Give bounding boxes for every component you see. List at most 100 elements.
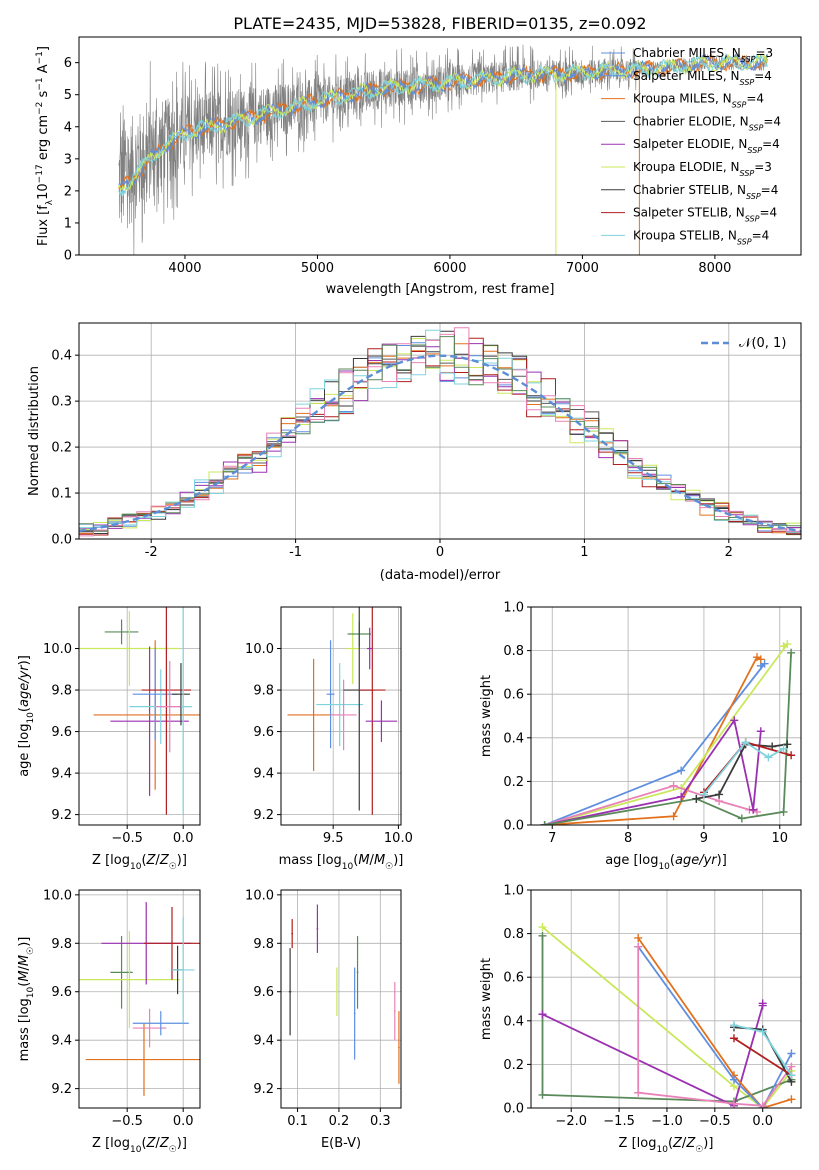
series-marker — [787, 751, 796, 760]
plot-area — [288, 904, 400, 1084]
legend-entry: Chabrier MILES, NSSP=3 — [633, 46, 773, 64]
y-tick-label: 3 — [64, 152, 72, 167]
y-tick-label: 9.2 — [253, 1082, 274, 1097]
axes-frame — [280, 889, 402, 1109]
x-tick-label: 10.0 — [384, 831, 413, 846]
x-tick-label: -1 — [289, 545, 302, 560]
y-tick-label: 0.2 — [503, 1058, 524, 1073]
legend-entry: 𝒩(0, 1) — [739, 336, 786, 351]
x-tick-label: 0.0 — [173, 1114, 194, 1129]
y-tick-label: 0.6 — [503, 971, 524, 986]
x-tick-label: 1 — [580, 545, 588, 560]
y-axis-label: mass [log10(M/M☉)] — [17, 937, 36, 1062]
series-marker — [787, 648, 796, 657]
series-marker — [779, 642, 788, 651]
series-marker — [779, 744, 788, 753]
y-axis-label: Flux [fλ10−17 erg cm−2 s−1 A−1] — [35, 46, 55, 246]
legend-entry: Salpeter MILES, NSSP=4 — [633, 69, 772, 87]
y-tick-label: 1.0 — [503, 601, 524, 616]
y-tick-label: 4 — [64, 120, 72, 135]
series-marker — [758, 1027, 767, 1036]
y-tick-label: 0.2 — [503, 775, 524, 790]
series-marker — [787, 1049, 796, 1058]
series-marker — [540, 821, 549, 825]
y-tick-label: 0.4 — [503, 731, 524, 746]
series-marker — [787, 1062, 796, 1071]
x-tick-label: 0.1 — [287, 1114, 308, 1129]
x-axis-label: mass [log10(M/M☉)] — [279, 853, 404, 872]
series-line-4 — [637, 946, 793, 1108]
x-tick-label: −1.5 — [603, 1114, 635, 1129]
y-tick-label: 9.8 — [51, 937, 72, 952]
series-marker — [729, 1021, 738, 1030]
y-tick-label: 9.4 — [253, 1034, 274, 1049]
x-tick-label: 4000 — [168, 261, 201, 276]
series-line-1 — [544, 655, 762, 825]
x-tick-label: 0.0 — [752, 1114, 773, 1129]
y-tick-label: 0.3 — [51, 395, 72, 410]
figure-title: PLATE=2435, MJD=53828, FIBERID=0135, z=0… — [233, 14, 646, 33]
y-tick-label: 10.0 — [43, 642, 72, 657]
legend-entry: Chabrier ELODIE, NSSP=4 — [633, 114, 781, 131]
spectrum-panel: 4000 5000 6000 7000 8000 0 1 2 3 4 5 6 Chabrier MILE… — [35, 36, 802, 297]
y-tick-label: 0.0 — [51, 533, 72, 548]
y-tick-label: 9.2 — [51, 1082, 72, 1097]
axes-frame — [280, 606, 402, 826]
series-marker — [634, 933, 643, 942]
axes-frame — [78, 889, 201, 1109]
series-marker — [787, 1095, 796, 1104]
x-axis-label: age [log10(age/yr)] — [605, 853, 727, 872]
series-line-8 — [703, 740, 785, 796]
x-axis-label: Z [log10(Z/Z☉)] — [92, 853, 187, 872]
y-tick-label: 0.4 — [503, 1014, 524, 1029]
series-marker — [634, 942, 643, 951]
x-axis-label: Z [log10(Z/Z☉)] — [92, 1136, 187, 1155]
x-tick-label: −0.5 — [111, 831, 143, 846]
series-marker — [749, 805, 758, 814]
legend-entry: Salpeter STELIB, NSSP=4 — [633, 206, 777, 224]
y-tick-label: 9.2 — [51, 808, 72, 823]
plot-area — [287, 607, 398, 815]
axes-frame — [530, 889, 802, 1109]
x-tick-label: 0.0 — [173, 831, 194, 846]
series-marker — [756, 655, 765, 664]
series-marker — [783, 740, 792, 749]
series-marker — [729, 1034, 738, 1043]
y-tick-label: 9.6 — [253, 725, 274, 740]
series-marker — [699, 790, 708, 799]
x-tick-label: 5000 — [301, 261, 334, 276]
y-tick-label: 0.8 — [503, 644, 524, 659]
x-tick-label: −1.0 — [651, 1114, 683, 1129]
y-tick-label: 10.0 — [245, 888, 274, 903]
x-tick-label: 10 — [771, 831, 788, 846]
y-tick-label: 1.0 — [503, 884, 524, 899]
y-tick-label: 10.0 — [43, 888, 72, 903]
series-marker — [538, 1090, 547, 1099]
legend-entry: Kroupa STELIB, NSSP=4 — [633, 228, 769, 246]
mass-vs-extinction-panel: 0.1 0.2 0.3 9.2 9.4 9.6 9.8 10.0 E(B-V) — [245, 888, 402, 1151]
x-tick-label: 7000 — [566, 261, 599, 276]
plot-area — [79, 327, 801, 537]
series-marker — [729, 1075, 738, 1084]
series-marker — [764, 753, 773, 762]
x-tick-label: 8 — [624, 831, 632, 846]
model-fit-kroupa-elodie — [118, 52, 768, 192]
x-tick-label: -2 — [145, 545, 158, 560]
y-axis-label: Normed distribution — [27, 366, 42, 496]
plot-area — [118, 44, 768, 255]
x-tick-label: −0.5 — [699, 1114, 731, 1129]
y-tick-label: 5 — [64, 88, 72, 103]
series-marker — [779, 807, 788, 816]
y-tick-label: 0.0 — [503, 1102, 524, 1117]
y-tick-label: 9.4 — [51, 1034, 72, 1049]
series-marker — [729, 1099, 738, 1108]
x-axis-label: wavelength [Angstrom, rest frame] — [326, 282, 555, 297]
series-marker — [758, 1101, 767, 1108]
legend-entry: Salpeter ELODIE, NSSP=4 — [633, 137, 780, 155]
y-tick-label: 9.8 — [51, 684, 72, 699]
y-tick-label: 0.6 — [503, 688, 524, 703]
series-marker — [741, 738, 750, 747]
axes-frame — [78, 606, 201, 826]
plot-area — [538, 923, 796, 1108]
y-tick-label: 9.8 — [253, 684, 274, 699]
